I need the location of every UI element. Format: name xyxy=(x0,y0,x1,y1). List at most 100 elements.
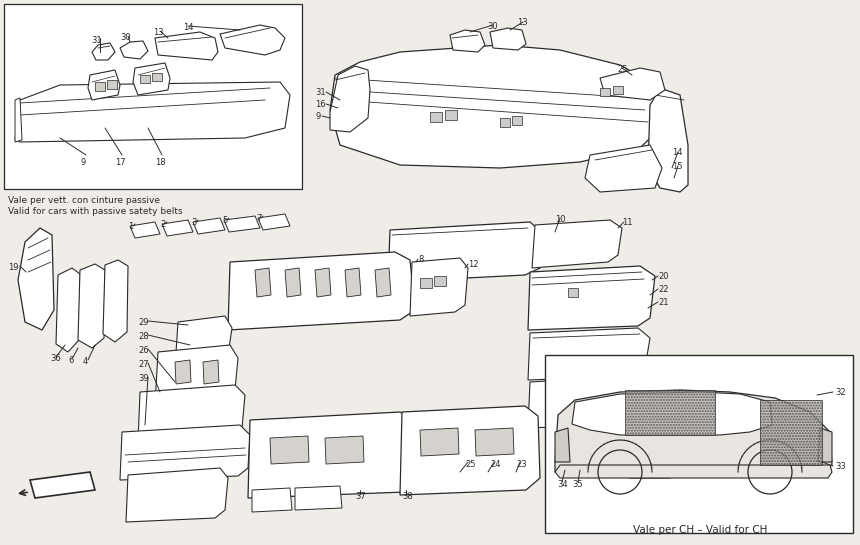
Text: 34: 34 xyxy=(557,480,568,489)
Polygon shape xyxy=(420,428,459,456)
Polygon shape xyxy=(555,390,832,478)
Polygon shape xyxy=(555,465,832,478)
Polygon shape xyxy=(228,252,415,330)
Polygon shape xyxy=(88,70,120,100)
Text: 5: 5 xyxy=(222,216,227,225)
Text: 25: 25 xyxy=(465,460,476,469)
Polygon shape xyxy=(450,30,485,52)
Polygon shape xyxy=(175,360,191,384)
Polygon shape xyxy=(120,41,148,59)
Text: 36: 36 xyxy=(50,354,61,363)
Text: 16: 16 xyxy=(315,100,326,109)
Polygon shape xyxy=(30,472,95,498)
Polygon shape xyxy=(18,228,54,330)
Text: 19: 19 xyxy=(8,263,19,272)
Text: Vale per CH – Valid for CH: Vale per CH – Valid for CH xyxy=(633,525,767,535)
Text: 6: 6 xyxy=(68,356,73,365)
Polygon shape xyxy=(120,425,250,480)
Bar xyxy=(760,400,822,465)
Text: Vale per vett. con cinture passive: Vale per vett. con cinture passive xyxy=(8,196,160,205)
Text: 31: 31 xyxy=(91,36,101,45)
Polygon shape xyxy=(255,268,271,297)
Polygon shape xyxy=(325,436,364,464)
Polygon shape xyxy=(133,63,170,95)
Polygon shape xyxy=(345,268,361,297)
Text: 29: 29 xyxy=(138,318,149,327)
Text: 13: 13 xyxy=(517,18,528,27)
Polygon shape xyxy=(155,345,238,405)
Polygon shape xyxy=(330,66,370,132)
Text: 17: 17 xyxy=(115,158,126,167)
Text: 25: 25 xyxy=(617,65,628,74)
Polygon shape xyxy=(528,328,650,380)
Text: Valid for cars with passive satety belts: Valid for cars with passive satety belts xyxy=(8,207,182,216)
Polygon shape xyxy=(138,385,245,442)
Bar xyxy=(140,75,150,83)
Text: 15: 15 xyxy=(672,162,683,171)
Polygon shape xyxy=(648,88,688,192)
Polygon shape xyxy=(295,486,342,510)
Polygon shape xyxy=(92,43,115,60)
Text: 3: 3 xyxy=(191,218,196,227)
Text: 30: 30 xyxy=(120,33,131,42)
Polygon shape xyxy=(175,316,232,368)
Text: 28: 28 xyxy=(138,332,149,341)
Bar xyxy=(445,110,457,120)
Text: 38: 38 xyxy=(402,492,413,501)
Polygon shape xyxy=(78,264,105,348)
Polygon shape xyxy=(410,258,468,316)
Text: 23: 23 xyxy=(516,460,526,469)
Text: 4: 4 xyxy=(83,357,89,366)
Text: 18: 18 xyxy=(155,158,166,167)
Polygon shape xyxy=(203,360,219,384)
Text: 30: 30 xyxy=(487,22,498,31)
Text: 9: 9 xyxy=(315,112,320,121)
Text: 39: 39 xyxy=(138,374,149,383)
Text: 37: 37 xyxy=(355,492,366,501)
Text: 20: 20 xyxy=(658,272,668,281)
Text: 24: 24 xyxy=(490,460,501,469)
FancyBboxPatch shape xyxy=(545,355,853,533)
Polygon shape xyxy=(258,214,290,230)
Polygon shape xyxy=(528,376,648,428)
Polygon shape xyxy=(400,406,540,495)
Polygon shape xyxy=(224,216,260,232)
Polygon shape xyxy=(126,468,228,522)
Polygon shape xyxy=(528,266,655,330)
Text: 33: 33 xyxy=(835,462,845,471)
Text: 10: 10 xyxy=(555,215,566,224)
Text: 22: 22 xyxy=(658,285,668,294)
Polygon shape xyxy=(285,268,301,297)
Polygon shape xyxy=(15,98,22,142)
Polygon shape xyxy=(532,220,622,268)
Text: 31: 31 xyxy=(315,88,326,97)
Polygon shape xyxy=(818,428,832,462)
Polygon shape xyxy=(388,222,545,282)
Text: 2: 2 xyxy=(160,220,165,229)
Polygon shape xyxy=(162,220,193,236)
Bar xyxy=(613,86,623,94)
Bar xyxy=(625,390,715,435)
Polygon shape xyxy=(130,222,160,238)
Text: 21: 21 xyxy=(658,298,668,307)
Text: 11: 11 xyxy=(622,218,632,227)
Polygon shape xyxy=(555,428,570,462)
Text: 13: 13 xyxy=(153,28,163,37)
Polygon shape xyxy=(585,145,662,192)
Polygon shape xyxy=(248,412,420,498)
Polygon shape xyxy=(103,260,128,342)
Bar xyxy=(568,288,578,297)
Text: 14: 14 xyxy=(183,23,194,32)
Polygon shape xyxy=(572,392,772,435)
FancyBboxPatch shape xyxy=(4,4,302,189)
Polygon shape xyxy=(220,25,285,55)
Polygon shape xyxy=(15,82,290,142)
Bar xyxy=(420,278,432,288)
Polygon shape xyxy=(270,436,309,464)
Bar xyxy=(107,80,117,89)
Polygon shape xyxy=(330,45,660,168)
Bar xyxy=(152,73,162,81)
Polygon shape xyxy=(475,428,514,456)
Text: 26: 26 xyxy=(138,346,149,355)
Text: 9: 9 xyxy=(80,158,85,167)
